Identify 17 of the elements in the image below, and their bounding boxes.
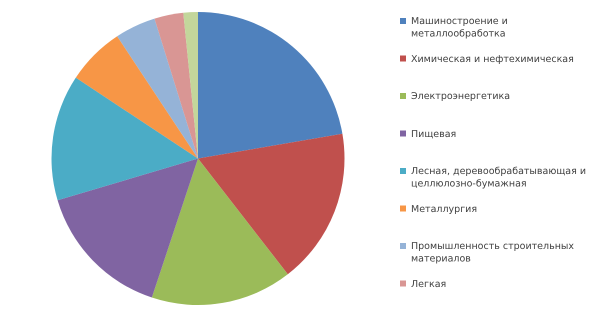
pie-slice xyxy=(154,12,198,158)
pie-slice xyxy=(76,36,198,158)
pie-slice xyxy=(117,18,198,158)
pie-slice xyxy=(198,12,342,158)
pie-slice xyxy=(198,134,344,274)
legend-label: Лесная, деревообрабатывающая и целлюлозно-бумажная xyxy=(411,166,586,190)
legend-label: Химическая и нефтехимическая xyxy=(411,54,574,65)
legend-label: Электроэнергетика xyxy=(411,91,510,102)
pie-slice xyxy=(52,78,198,200)
legend-label: Промышленность строительных материалов xyxy=(411,241,574,264)
pie-slice xyxy=(58,158,198,298)
legend-label: Металлургия xyxy=(411,204,478,215)
pie-slice xyxy=(152,158,288,305)
legend-label: Пищевая xyxy=(411,129,456,140)
legend-label: Легкая xyxy=(411,279,446,290)
legend-label: Машиностроение и металлообработка xyxy=(411,16,508,40)
pie-slice xyxy=(183,12,198,158)
